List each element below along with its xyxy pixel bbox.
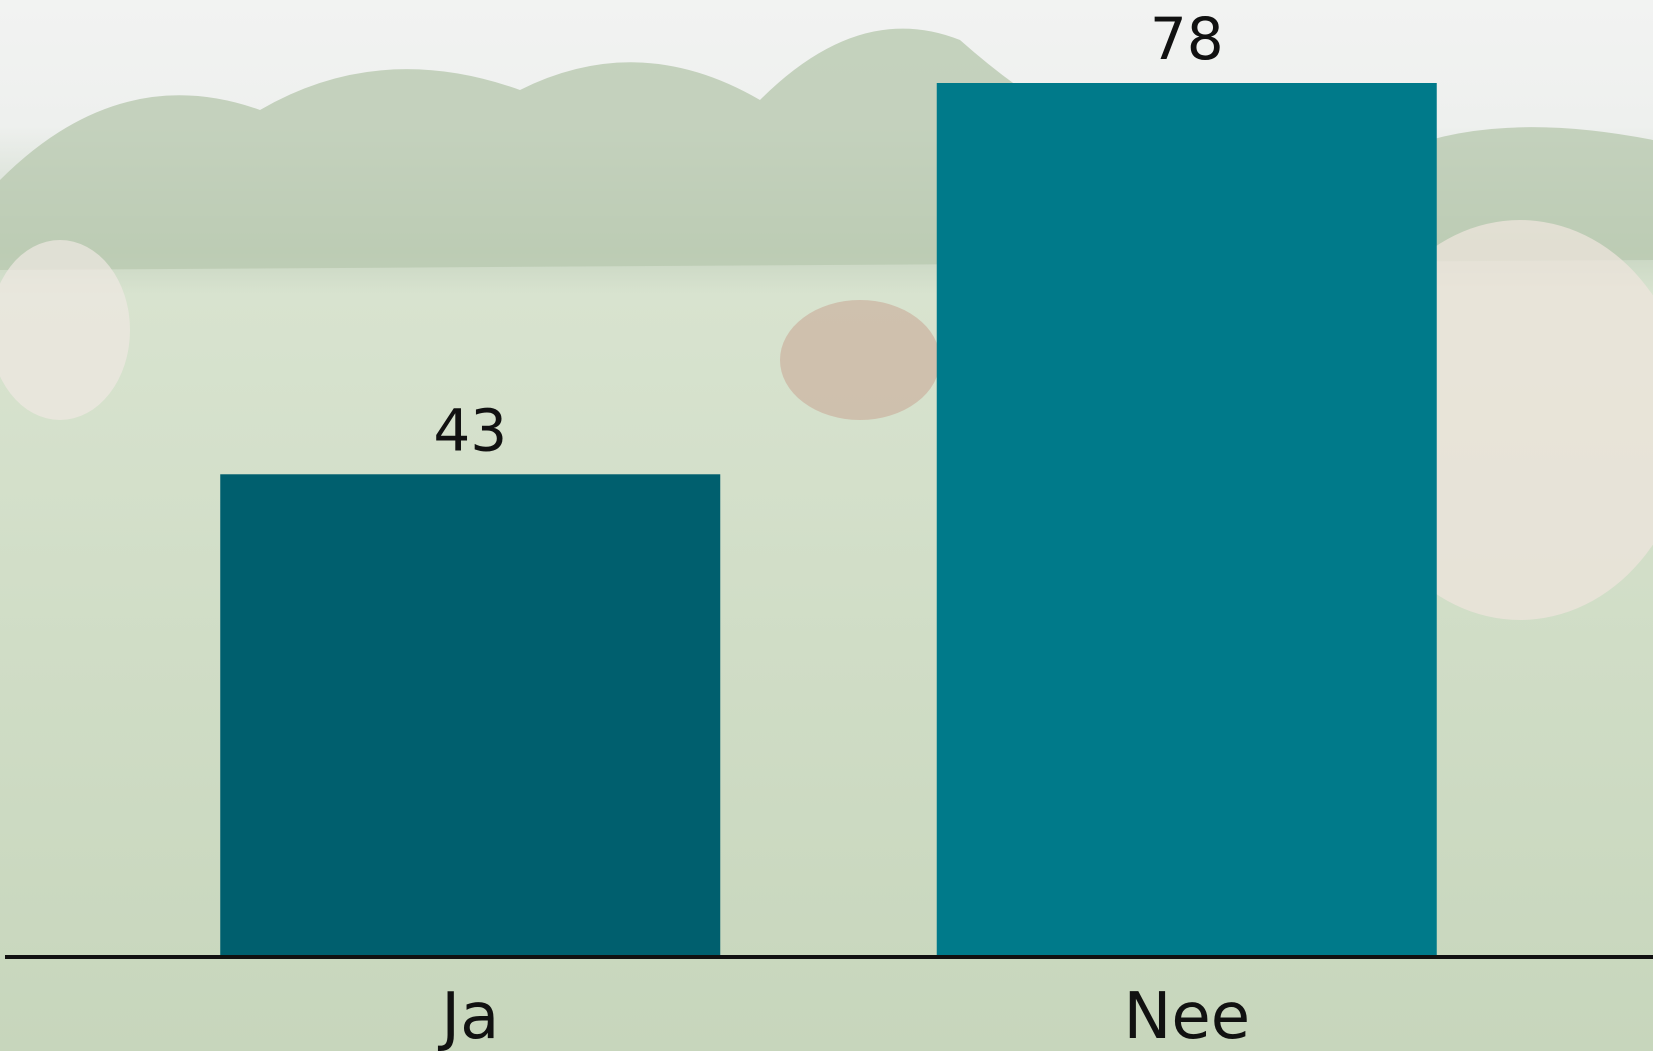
value-label: 78 bbox=[1150, 5, 1224, 73]
x-tick-label: Ja bbox=[437, 980, 499, 1051]
x-tick-label: Nee bbox=[1123, 980, 1250, 1051]
bar bbox=[936, 83, 1437, 955]
value-label: 43 bbox=[433, 396, 507, 464]
bar bbox=[220, 474, 721, 955]
plot-area: 43 Ja 78 Nee bbox=[220, 5, 1437, 1051]
